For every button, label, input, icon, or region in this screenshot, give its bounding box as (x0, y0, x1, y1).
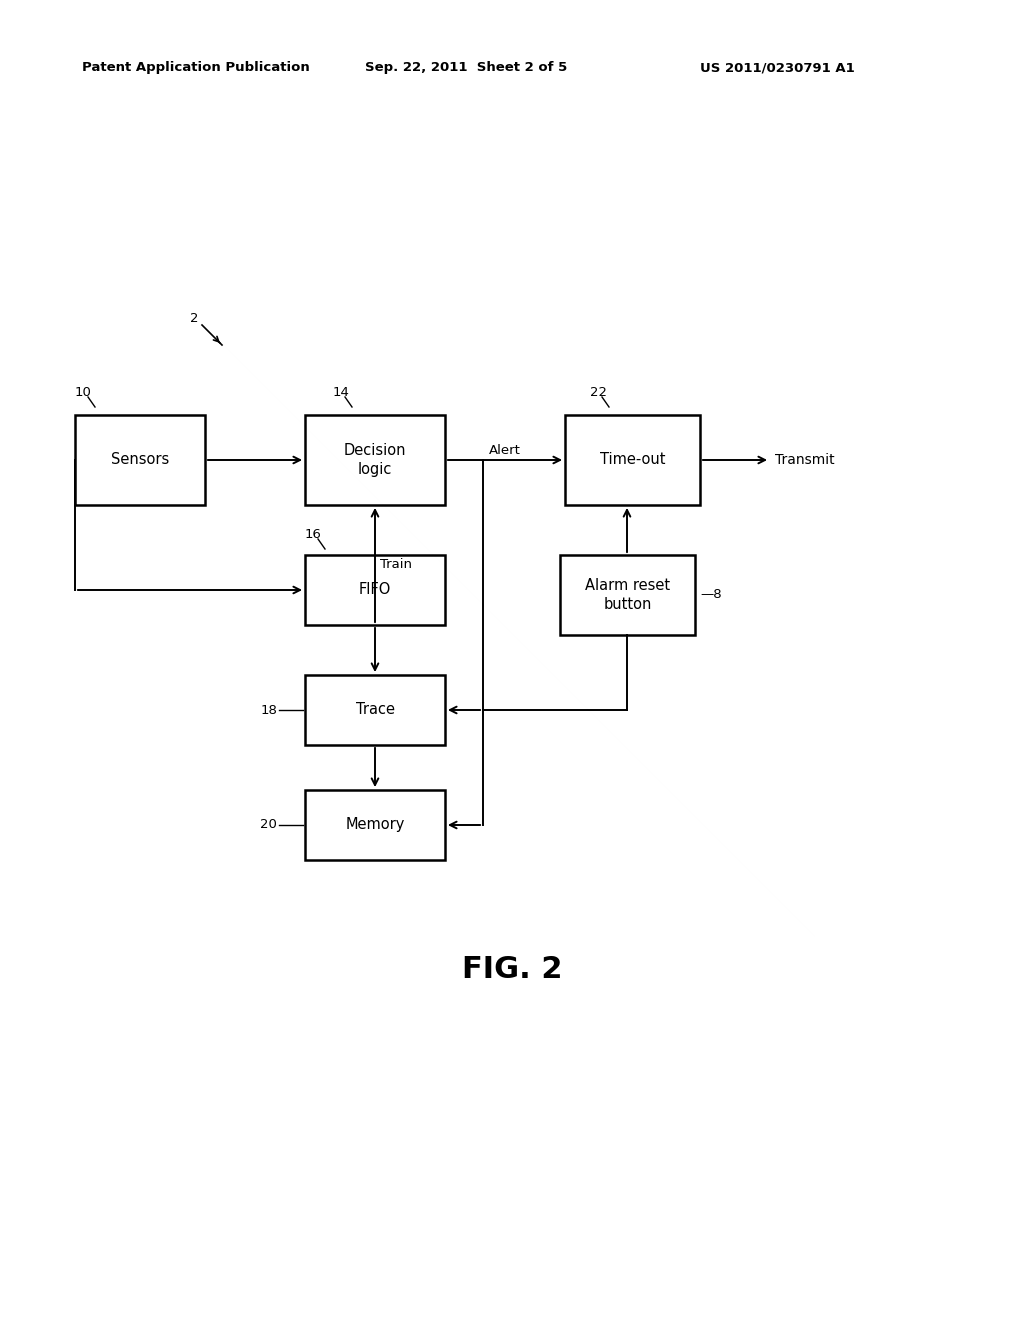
Text: Trace: Trace (355, 702, 394, 718)
Bar (565, 414, 700, 506)
Text: FIFO: FIFO (358, 582, 391, 598)
Text: —8: —8 (700, 589, 722, 602)
Text: 2: 2 (190, 312, 199, 325)
Text: Alarm reset
button: Alarm reset button (585, 578, 670, 612)
Text: 10: 10 (75, 387, 92, 400)
Text: Memory: Memory (345, 817, 404, 833)
Text: Decision
logic: Decision logic (344, 442, 407, 478)
Text: US 2011/0230791 A1: US 2011/0230791 A1 (700, 62, 855, 74)
Text: Alert: Alert (489, 444, 521, 457)
Text: Time-out: Time-out (600, 453, 666, 467)
Text: 18: 18 (260, 704, 278, 717)
Text: Train: Train (380, 558, 412, 572)
Text: Patent Application Publication: Patent Application Publication (82, 62, 309, 74)
Bar (75, 414, 205, 506)
Text: 22: 22 (590, 387, 607, 400)
Text: FIG. 2: FIG. 2 (462, 956, 562, 985)
Bar (305, 414, 445, 506)
Text: Sensors: Sensors (111, 453, 169, 467)
Text: 14: 14 (333, 387, 350, 400)
Bar (305, 789, 445, 861)
Bar (560, 554, 695, 635)
Text: 20: 20 (260, 818, 278, 832)
Text: Transmit: Transmit (775, 453, 835, 467)
Bar (305, 675, 445, 744)
Text: Sep. 22, 2011  Sheet 2 of 5: Sep. 22, 2011 Sheet 2 of 5 (365, 62, 567, 74)
Bar (305, 554, 445, 624)
Text: 16: 16 (305, 528, 322, 541)
